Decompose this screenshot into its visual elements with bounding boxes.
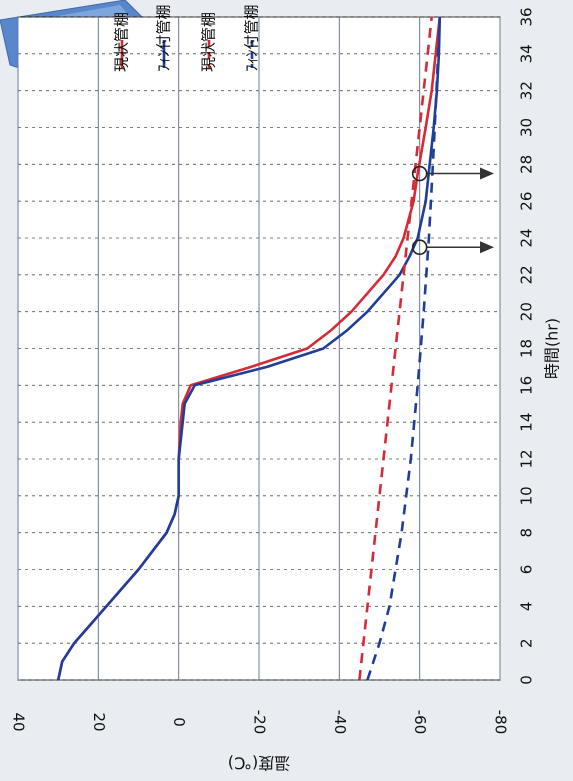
x-tick-label: 30 — [518, 118, 536, 137]
x-tick-label: 10 — [518, 486, 536, 505]
x-axis-title: 時間(hr) — [543, 318, 562, 379]
y-tick-label: 0 — [170, 717, 188, 727]
legend-label: 現状管棚 室温 — [200, 0, 218, 72]
x-tick-label: 22 — [518, 265, 536, 284]
x-tick-label: 16 — [518, 376, 536, 395]
annotation-layer — [411, 165, 494, 256]
x-tick-label: 8 — [518, 528, 536, 538]
x-tick-label: 18 — [518, 339, 536, 358]
x-tick-label: 6 — [518, 565, 536, 575]
series-line — [366, 16, 442, 681]
annotation-circle — [411, 239, 428, 256]
x-tick-label: 24 — [518, 228, 536, 247]
series-layer — [56, 16, 442, 681]
y-tick-label: -40 — [331, 710, 349, 735]
grid-layer — [17, 16, 501, 681]
x-tick-label: 32 — [518, 81, 536, 100]
y-axis-title: 温度(℃) — [228, 754, 290, 773]
annotation-arrow-head — [480, 241, 494, 254]
series-line — [56, 16, 442, 681]
legend-label: 現状管棚 鮪中心温度 — [113, 0, 131, 72]
y-tick-label: 40 — [10, 712, 28, 731]
annotation-circle — [411, 165, 428, 182]
legend-label: ﾌｨﾝ付管棚 室温 — [243, 0, 261, 72]
x-tick-label: 12 — [518, 449, 536, 468]
x-tick-label: 28 — [518, 155, 536, 174]
x-tick-label: 20 — [518, 302, 536, 321]
series-line — [358, 16, 433, 681]
annotation-arrow-head — [480, 167, 494, 180]
legend: 現状管棚 鮪中心温度 ﾌｨﾝ付管棚 鮪中心温度 現状管棚 室温 ﾌｨﾝ付管棚 室温 — [113, 0, 261, 72]
y-tick-label: 20 — [90, 712, 108, 731]
x-tick-label: 36 — [518, 7, 536, 26]
x-tick-label: 14 — [518, 413, 536, 432]
x-tick-label: 26 — [518, 192, 536, 211]
x-tick-label: 4 — [518, 602, 536, 612]
x-tick-label: 0 — [518, 675, 536, 685]
x-tick-label: 2 — [518, 638, 536, 648]
y-tick-label: -60 — [411, 710, 429, 735]
x-tick-label: 34 — [518, 44, 536, 63]
y-tick-label: -20 — [251, 710, 269, 735]
y-tick-label: -80 — [492, 710, 510, 735]
legend-label: ﾌｨﾝ付管棚 鮪中心温度 — [155, 0, 173, 72]
